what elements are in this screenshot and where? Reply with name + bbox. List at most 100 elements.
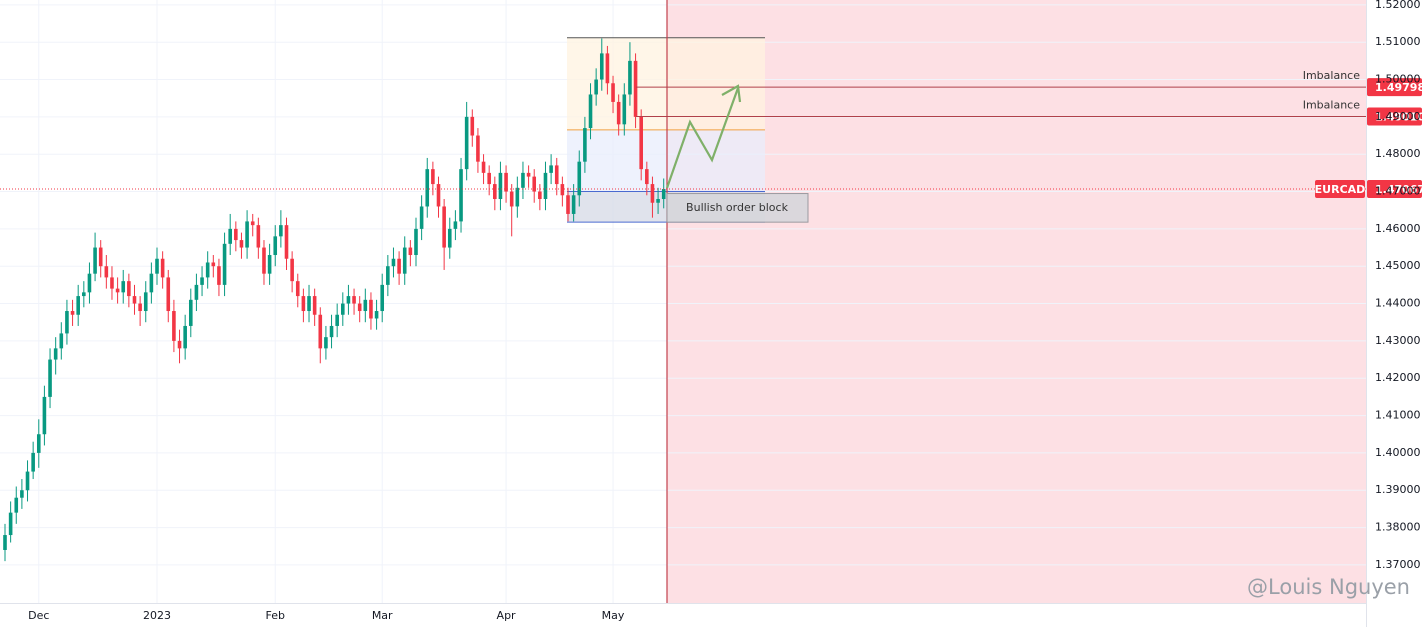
- zone: [567, 37, 765, 130]
- candle-body: [560, 184, 565, 196]
- symbol-label: EURCAD: [1315, 183, 1366, 196]
- candle-body: [464, 116, 469, 170]
- y-tick-label: 1.52000: [1375, 0, 1421, 11]
- zones: [567, 37, 765, 223]
- candle-body: [414, 228, 418, 256]
- candle-body: [498, 172, 503, 200]
- candle-body: [295, 281, 300, 297]
- candle-body: [65, 311, 69, 334]
- candle-body: [172, 311, 176, 341]
- imbalance-label: Imbalance: [1303, 69, 1360, 82]
- candle-body: [312, 296, 317, 315]
- price-tag-label: 1.49798: [1375, 81, 1425, 94]
- y-tick-label: 1.46000: [1375, 222, 1421, 235]
- x-tick-label: 2023: [143, 609, 171, 622]
- candle-body: [279, 225, 283, 237]
- candle-body: [566, 195, 570, 214]
- y-tick-label: 1.41000: [1375, 409, 1421, 422]
- candle-body: [31, 452, 35, 472]
- zone: [567, 129, 765, 192]
- candle-body: [622, 94, 627, 125]
- candle-body: [442, 206, 446, 248]
- candle-body: [628, 60, 632, 95]
- candle-body: [93, 247, 97, 274]
- candle-body: [132, 296, 137, 304]
- candle-body: [245, 221, 249, 248]
- candle-body: [363, 299, 368, 312]
- candle-body: [577, 161, 582, 196]
- candle-body: [459, 169, 463, 222]
- candle-body: [59, 333, 64, 349]
- candle-body: [583, 128, 587, 162]
- candle-body: [25, 471, 30, 491]
- candle-body: [476, 135, 480, 162]
- candle-body: [616, 101, 621, 125]
- candle-body: [138, 303, 142, 312]
- candle-body: [3, 535, 7, 550]
- candle-body: [391, 258, 396, 267]
- candle-body: [633, 60, 638, 117]
- candle-body: [217, 266, 221, 285]
- candle-body: [42, 396, 47, 435]
- candle-body: [143, 292, 148, 312]
- y-tick-label: 1.37000: [1375, 558, 1421, 571]
- candle-body: [177, 340, 182, 349]
- candle-body: [98, 247, 103, 267]
- arrow-head: [721, 84, 742, 103]
- candle-body: [538, 191, 542, 200]
- candle-body: [234, 228, 238, 241]
- candle-body: [521, 172, 525, 188]
- candle-body: [611, 83, 615, 102]
- candle-body: [250, 221, 255, 226]
- candle-body: [290, 258, 294, 282]
- candle-body: [239, 240, 244, 248]
- candle-body: [554, 165, 559, 185]
- price-tag: [1367, 107, 1422, 126]
- candle-body: [357, 303, 362, 312]
- candles: [3, 38, 666, 562]
- price-tag-label: 1.47067: [1375, 183, 1425, 196]
- candle-body: [374, 311, 379, 319]
- arrow-path: [665, 87, 740, 189]
- candle-body: [115, 288, 120, 293]
- candle-body: [487, 172, 491, 185]
- y-tick-label: 1.39000: [1375, 483, 1421, 496]
- candle-body: [470, 116, 475, 136]
- candle-body: [532, 176, 537, 192]
- candle-body: [70, 311, 75, 315]
- y-tick-label: 1.38000: [1375, 521, 1421, 534]
- y-tick-label: 1.51000: [1375, 35, 1421, 48]
- candle-body: [645, 169, 649, 185]
- candle-body: [453, 221, 458, 229]
- price-tag: [1367, 78, 1422, 97]
- candle-body: [329, 325, 334, 338]
- future-region: [667, 0, 1366, 603]
- price-tag: [1367, 180, 1422, 199]
- candle-body: [341, 303, 345, 315]
- candle-body: [549, 165, 553, 173]
- candle-body: [335, 314, 339, 326]
- imbalance-label: Imbalance: [1303, 98, 1360, 111]
- candle-body: [526, 172, 531, 177]
- candle-body: [318, 314, 323, 349]
- y-tick-label: 1.49000: [1375, 110, 1421, 123]
- candle-body: [397, 258, 401, 274]
- candle-body: [402, 247, 407, 274]
- candle-body: [594, 79, 598, 95]
- candle-body: [166, 277, 171, 312]
- candle-body: [267, 255, 272, 274]
- candle-body: [346, 296, 351, 304]
- candle-body: [200, 277, 204, 285]
- candle-body: [571, 195, 576, 214]
- y-tick-label: 1.45000: [1375, 259, 1421, 272]
- y-tick-label: 1.47000: [1375, 185, 1421, 198]
- candle-body: [639, 116, 643, 170]
- candle-body: [53, 348, 58, 360]
- candle-body: [481, 161, 486, 173]
- y-tick-label: 1.43000: [1375, 334, 1421, 347]
- candle-body: [284, 225, 289, 259]
- candle-body: [183, 325, 187, 349]
- candle-body: [369, 299, 373, 319]
- candle-body: [307, 296, 311, 312]
